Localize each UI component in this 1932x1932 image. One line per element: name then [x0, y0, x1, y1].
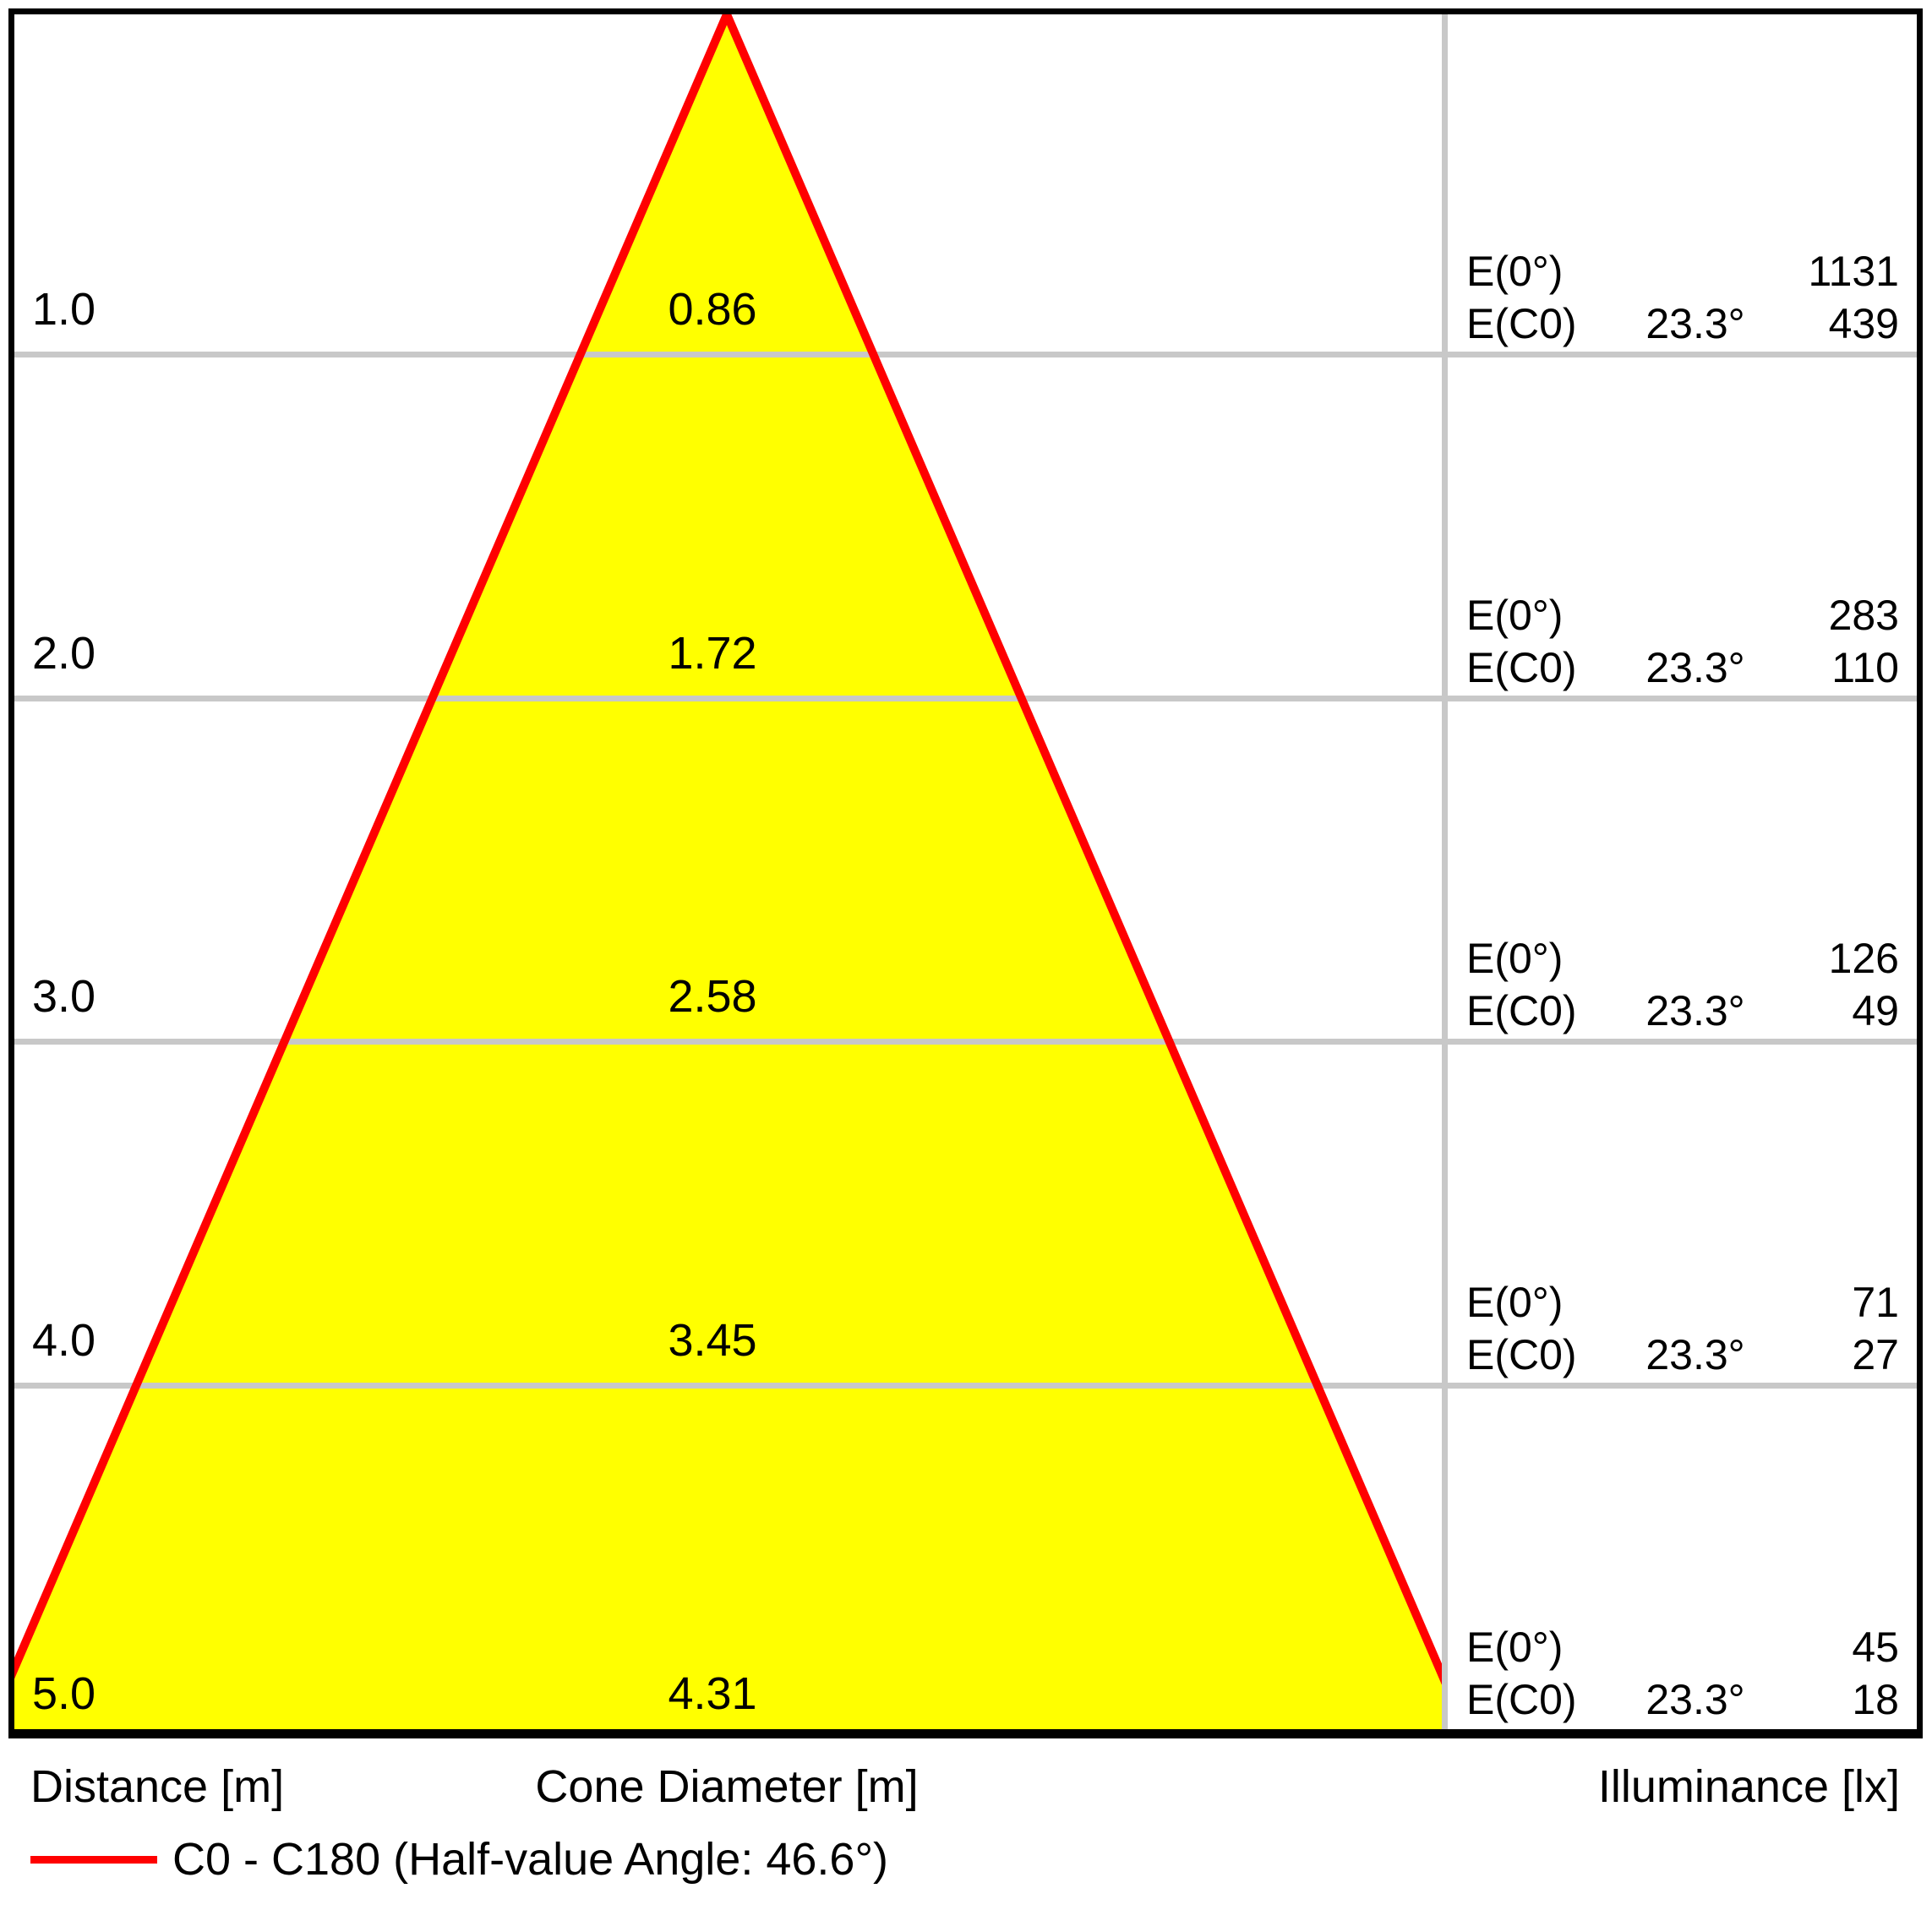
e0-label: E(0°)	[1466, 1624, 1564, 1671]
e0-value: 283	[1828, 592, 1899, 639]
illuminance-axis-title: Illuminance [lx]	[1597, 1761, 1900, 1812]
ec0-value: 49	[1852, 987, 1899, 1034]
diameter-label-2: 1.72	[668, 628, 757, 679]
e0-value: 1131	[1808, 248, 1899, 295]
legend-label: C0 - C180 (Half-value Angle: 46.6°)	[172, 1834, 889, 1885]
ec0-label: E(C0)	[1466, 1331, 1577, 1378]
gridline-1m	[14, 352, 1917, 357]
gridline-3m	[14, 1039, 1917, 1045]
ec0-line: E(C0) 23.3° 18	[1466, 1673, 1899, 1726]
e0-line: E(0°) 283	[1466, 589, 1899, 641]
e0-line: E(0°) 45	[1466, 1621, 1899, 1673]
e0-label: E(0°)	[1466, 1279, 1564, 1326]
panel-divider	[1442, 14, 1448, 1729]
ec0-value: 18	[1852, 1676, 1899, 1723]
ec0-angle: 23.3°	[1645, 987, 1745, 1034]
ec0-line: E(C0) 23.3° 27	[1466, 1329, 1899, 1381]
diameter-label-4: 3.45	[668, 1315, 757, 1366]
distance-label-3: 3.0	[32, 971, 96, 1022]
diameter-label-3: 2.58	[668, 971, 757, 1022]
distance-axis-title: Distance [m]	[30, 1761, 285, 1812]
beam-edge-lines	[14, 14, 1442, 1685]
e0-value: 45	[1852, 1624, 1899, 1671]
e0-value: 71	[1852, 1279, 1899, 1326]
illuminance-row-3: E(0°) 126 E(C0) 23.3° 49	[1466, 932, 1899, 1037]
illuminance-row-4: E(0°) 71 E(C0) 23.3° 27	[1466, 1276, 1899, 1381]
gridline-2m	[14, 696, 1917, 701]
diameter-label-1: 0.86	[668, 284, 757, 335]
legend-line-swatch	[30, 1855, 157, 1864]
legend: C0 - C180 (Half-value Angle: 46.6°)	[30, 1832, 888, 1886]
cone-polygon	[14, 14, 1442, 1729]
distance-label-4: 4.0	[32, 1315, 96, 1366]
e0-label: E(0°)	[1466, 248, 1564, 295]
ec0-angle: 23.3°	[1645, 1676, 1745, 1723]
ec0-line: E(C0) 23.3° 49	[1466, 985, 1899, 1037]
illuminance-row-2: E(0°) 283 E(C0) 23.3° 110	[1466, 589, 1899, 694]
e0-value: 126	[1828, 935, 1899, 982]
ec0-value: 27	[1852, 1331, 1899, 1378]
illuminance-row-1: E(0°) 1131 E(C0) 23.3° 439	[1466, 245, 1899, 350]
distance-label-2: 2.0	[32, 628, 96, 679]
ec0-line: E(C0) 23.3° 439	[1466, 297, 1899, 350]
ec0-angle: 23.3°	[1645, 644, 1745, 691]
e0-line: E(0°) 71	[1466, 1276, 1899, 1329]
ec0-label: E(C0)	[1466, 987, 1577, 1034]
ec0-line: E(C0) 23.3° 110	[1466, 641, 1899, 694]
beam-edge-right	[723, 14, 1442, 1685]
ec0-value: 110	[1831, 644, 1899, 691]
illuminance-row-5: E(0°) 45 E(C0) 23.3° 18	[1466, 1621, 1899, 1726]
e0-line: E(0°) 1131	[1466, 245, 1899, 297]
ec0-angle: 23.3°	[1645, 1331, 1745, 1378]
distance-label-5: 5.0	[32, 1668, 96, 1719]
diameter-label-5: 4.31	[668, 1668, 757, 1719]
cone-diameter-axis-title: Cone Diameter [m]	[535, 1761, 919, 1812]
distance-label-1: 1.0	[32, 284, 96, 335]
ec0-label: E(C0)	[1466, 644, 1577, 691]
e0-line: E(0°) 126	[1466, 932, 1899, 985]
gridline-4m	[14, 1383, 1917, 1389]
ec0-angle: 23.3°	[1645, 300, 1745, 347]
e0-label: E(0°)	[1466, 935, 1564, 982]
ec0-label: E(C0)	[1466, 1676, 1577, 1723]
light-cone-fill	[14, 14, 1442, 1729]
ec0-label: E(C0)	[1466, 300, 1577, 347]
e0-label: E(0°)	[1466, 592, 1564, 639]
ec0-value: 439	[1828, 300, 1899, 347]
beam-edge-left	[14, 14, 731, 1679]
